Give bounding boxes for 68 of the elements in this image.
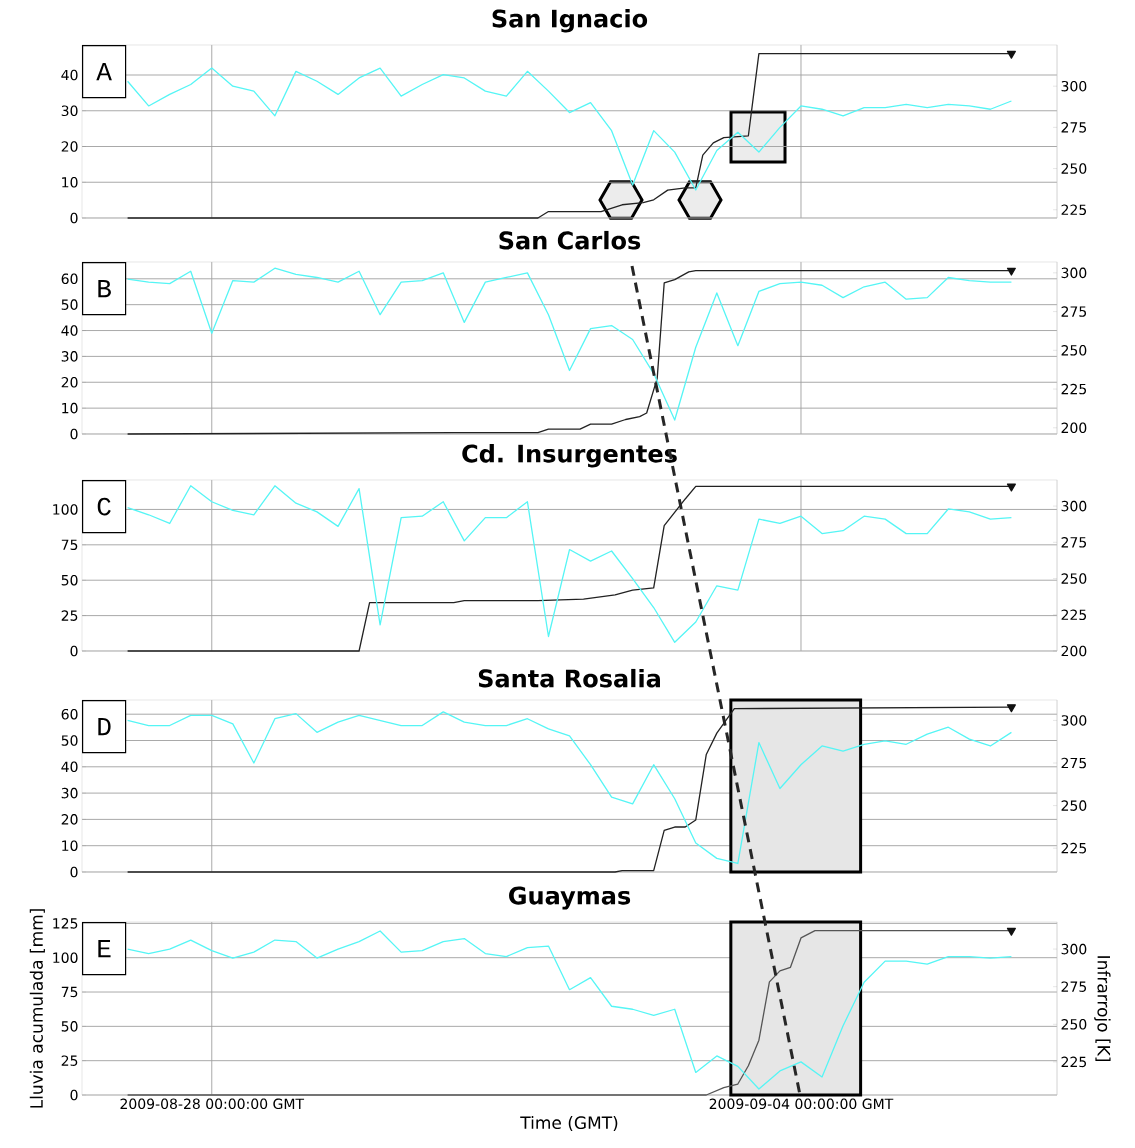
y2-tick-label: 250 — [1061, 1019, 1087, 1030]
y2-tick-label: 275 — [1061, 757, 1087, 769]
y2-tick-label: 250 — [1061, 163, 1087, 174]
y2-tick-label: 300 — [1061, 715, 1087, 726]
y-tick-label: 100 — [53, 952, 78, 963]
x-axis-title: Time (GMT) — [520, 1115, 618, 1132]
y-tick-label: 10 — [62, 402, 78, 414]
line-series — [126, 67, 1013, 191]
y-tick-label: 75 — [61, 986, 78, 998]
annotation: D — [98, 718, 111, 736]
y-tick-label: 0 — [70, 1089, 78, 1101]
y2-tick-label: 300 — [1061, 267, 1087, 279]
y2-tick-label: 250 — [1061, 573, 1087, 584]
y-tick-label: 30 — [61, 351, 78, 362]
y-tick-label: 60 — [61, 273, 78, 285]
chart-title: Guaymas — [509, 886, 631, 910]
y2-tick-label: 275 — [1061, 306, 1087, 317]
y-tick-label: 100 — [53, 504, 78, 515]
y-tick-label: 30 — [61, 787, 78, 799]
y-tick-label: 50 — [61, 299, 78, 310]
annotation: A — [96, 63, 112, 81]
y2-tick-label: 300 — [1061, 80, 1087, 92]
y-tick-label: 20 — [61, 376, 78, 388]
annotation: E — [98, 940, 111, 958]
chart-title: Santa Rosalia — [478, 668, 660, 688]
chart-title: Cd. Insurgentes — [462, 444, 677, 468]
annotation: B — [98, 280, 111, 298]
y-tick-label: 10 — [62, 176, 78, 188]
y2-tick-label: 225 — [1061, 204, 1087, 216]
annotation: C — [97, 497, 111, 516]
y-tick-label: 50 — [61, 1021, 78, 1032]
y-tick-label: 25 — [61, 610, 78, 621]
chart-title: San Ignacio — [492, 9, 648, 33]
y-tick-label: 40 — [61, 325, 78, 336]
y-tick-label: 50 — [61, 735, 78, 746]
y-tick-label: 25 — [61, 1055, 78, 1066]
y2-tick-label: 225 — [1061, 1056, 1087, 1068]
y-tick-label: 125 — [53, 918, 78, 929]
y-axis-title: Lluvia acumulada [mm] — [29, 909, 45, 1108]
y-tick-label: 40 — [61, 69, 78, 81]
y2-tick-label: 250 — [1061, 345, 1087, 356]
y-tick-label: 0 — [70, 428, 78, 440]
chart-title: San Carlos — [499, 230, 641, 250]
y-tick-label: 20 — [61, 141, 78, 152]
y2-tick-label: 200 — [1061, 645, 1087, 657]
y2-tick-label: 275 — [1061, 122, 1087, 133]
y-tick-label: 75 — [61, 539, 78, 551]
x-tick-label: 2009-09-04 00:00:00 GMT — [709, 1098, 894, 1110]
y2-tick-label: 225 — [1061, 609, 1087, 621]
y2-tick-label: 300 — [1061, 943, 1087, 955]
y2-tick-label: 225 — [1061, 842, 1087, 854]
y-tick-label: 40 — [61, 761, 78, 773]
y2-tick-label: 250 — [1061, 800, 1087, 811]
y-tick-label: 0 — [70, 866, 78, 878]
y2-tick-label: 200 — [1061, 422, 1087, 434]
y-tick-label: 10 — [62, 840, 78, 851]
y2-tick-label: 300 — [1061, 500, 1087, 512]
x-tick-label: 2009-08-28 00:00:00 GMT — [120, 1098, 305, 1110]
y-tick-label: 50 — [61, 574, 78, 586]
y2-axis-title: Infrarrojo [K] — [1094, 956, 1111, 1061]
y-tick-label: 60 — [61, 708, 78, 720]
y-tick-label: 0 — [70, 212, 78, 224]
y-tick-label: 20 — [61, 814, 78, 825]
y-tick-label: 0 — [70, 645, 78, 657]
y2-tick-label: 225 — [1061, 383, 1087, 395]
y-tick-label: 30 — [61, 105, 78, 117]
y2-tick-label: 275 — [1061, 537, 1087, 548]
y2-tick-label: 275 — [1061, 981, 1087, 992]
